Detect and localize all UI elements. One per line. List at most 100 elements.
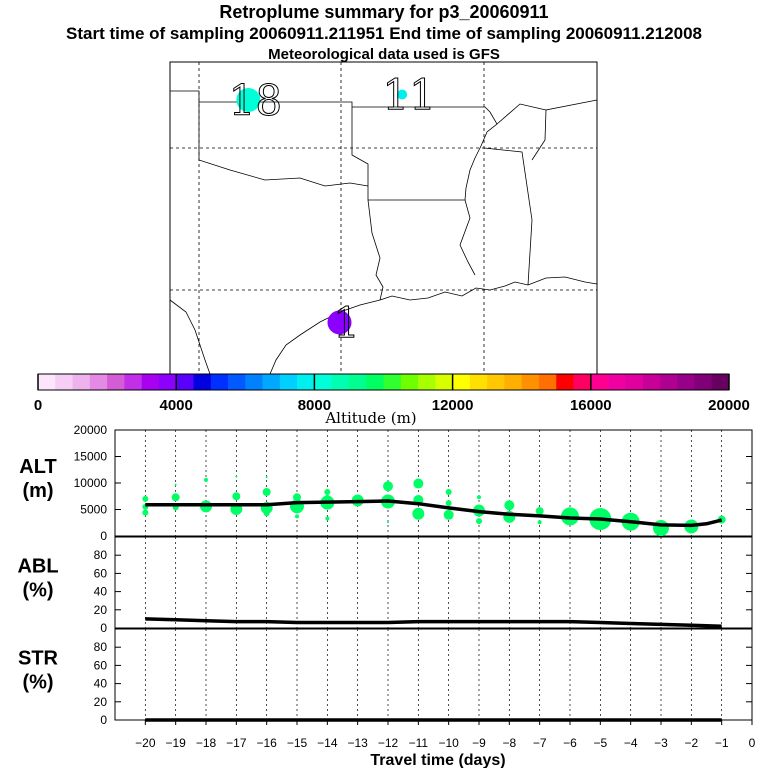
alt-scatter-point xyxy=(535,507,544,516)
colorbar-swatch xyxy=(625,374,643,390)
alt-scatter-point xyxy=(412,507,425,520)
y-tick-label: 20000 xyxy=(74,423,108,437)
map-trajectory-count: 18 xyxy=(229,76,282,125)
colorbar-swatch xyxy=(55,374,73,390)
colorbar-swatch xyxy=(314,374,332,390)
x-tick-label: −14 xyxy=(317,736,338,750)
colorbar-swatch xyxy=(38,374,56,390)
colorbar-axis-label: Altitude (m) xyxy=(324,409,416,427)
x-tick-label: −1 xyxy=(715,736,729,750)
colorbar-swatch xyxy=(89,374,108,390)
y-tick-label: 80 xyxy=(94,548,108,562)
alt-scatter-point xyxy=(142,509,149,516)
colorbar-swatch xyxy=(107,374,125,390)
alt-scatter-point xyxy=(445,500,452,507)
colorbar-swatch xyxy=(124,374,142,390)
colorbar-tick-label: 0 xyxy=(34,397,42,414)
alt-scatter-point xyxy=(476,518,482,525)
colorbar-swatch xyxy=(279,374,298,390)
colorbar-swatch xyxy=(418,374,436,390)
sampling-times: Start time of sampling 20060911.211951 E… xyxy=(66,24,702,43)
colorbar-swatch xyxy=(504,374,522,390)
alt-scatter-point xyxy=(293,493,301,502)
alt-scatter-point xyxy=(324,489,331,496)
alt-scatter-point xyxy=(413,478,424,489)
colorbar-swatch xyxy=(193,374,212,390)
map-panel: 18 111 xyxy=(169,61,598,375)
x-tick-label: −19 xyxy=(165,736,186,750)
alt-scatter-point xyxy=(232,492,241,501)
panel-ylabel: (%) xyxy=(22,672,53,694)
colorbar-swatch xyxy=(677,374,695,390)
alt-scatter-point xyxy=(295,514,299,519)
x-tick-label: −6 xyxy=(563,736,577,750)
panel-ylabel: (m) xyxy=(22,480,53,502)
colorbar-swatch xyxy=(141,374,160,390)
colorbar-swatch xyxy=(297,374,315,390)
colorbar-tick-label: 12000 xyxy=(432,397,474,414)
colorbar-swatch xyxy=(711,374,730,390)
y-tick-label: 60 xyxy=(94,658,108,672)
colorbar-swatch xyxy=(469,374,488,390)
chart-title: Retroplume summary for p3_20060911 xyxy=(219,2,549,22)
x-tick-label: 0 xyxy=(749,736,756,750)
y-tick-label: 40 xyxy=(94,585,108,599)
x-tick-label: −15 xyxy=(287,736,308,750)
map-trajectory-labels: 18 111 xyxy=(228,70,436,348)
colorbar-swatch xyxy=(452,374,471,390)
alt-scatter-point xyxy=(265,476,268,479)
alt-scatter-point xyxy=(142,495,149,502)
colorbar-tick-label: 16000 xyxy=(570,397,612,414)
map-trajectory-dot xyxy=(236,87,261,112)
alt-scatter-point xyxy=(504,500,515,511)
alt-scatter-point xyxy=(204,477,208,482)
map-trajectory-dot xyxy=(327,310,352,335)
x-tick-label: −8 xyxy=(502,736,516,750)
alt-scatter-point xyxy=(383,481,393,492)
panel-abl: 0 20 40 60 80 ABL(%) xyxy=(17,536,753,635)
colorbar-swatch xyxy=(366,374,384,390)
x-tick-label: −12 xyxy=(378,736,399,750)
colorbar-swatch xyxy=(176,374,194,390)
alt-scatter-point xyxy=(477,495,481,500)
x-tick-label: −11 xyxy=(409,736,429,750)
x-tick-label: −13 xyxy=(347,736,368,750)
map-trajectory-count: 1 xyxy=(333,298,360,347)
time-series-panels: 05000100001500020000ALT(m)020406080ABL(%… xyxy=(17,423,753,727)
x-tick-label: −17 xyxy=(226,736,247,750)
colorbar-swatch xyxy=(521,374,540,390)
colorbar-swatch xyxy=(608,374,626,390)
map-frame xyxy=(169,61,598,375)
panel-ylabel: STR xyxy=(18,648,59,670)
panel-ylabel: ALT xyxy=(19,456,56,478)
colorbar-swatch xyxy=(538,374,557,390)
colorbar-tick-label: 4000 xyxy=(160,397,193,414)
alt-scatter-point xyxy=(445,489,452,496)
colorbar-swatch xyxy=(245,374,263,390)
x-tick-label: −5 xyxy=(593,736,607,750)
colorbar-swatch xyxy=(573,374,592,390)
x-tick-label: −10 xyxy=(438,736,459,750)
y-tick-label: 60 xyxy=(94,566,108,580)
alt-scatter-point xyxy=(537,520,542,525)
x-tick-label: −16 xyxy=(256,736,277,750)
colorbar-tick-label: 8000 xyxy=(298,397,331,414)
map-boundaries xyxy=(169,90,598,375)
x-axis: −20 −19 −18 −17 −16 −15 −14 −13 −12 −11 −10 −9 −8 −7−… xyxy=(135,720,756,750)
x-tick-label: −7 xyxy=(533,736,547,750)
alt-scatter-point xyxy=(174,483,177,486)
panel-frame xyxy=(114,429,753,537)
colorbar-swatch xyxy=(262,374,281,390)
colorbar-swatch xyxy=(435,374,453,390)
y-tick-label: 5000 xyxy=(80,503,107,517)
y-tick-label: 40 xyxy=(94,677,108,691)
colorbar-swatch xyxy=(158,374,177,390)
map-trajectory-dot xyxy=(397,89,408,100)
met-data-note: Meteorological data used is GFS xyxy=(268,46,500,63)
alt-scatter-point xyxy=(325,516,330,521)
colorbar-swatch xyxy=(659,374,678,390)
colorbar-swatch xyxy=(642,374,661,390)
alt-line xyxy=(145,499,723,528)
panel-ylabel: (%) xyxy=(22,580,53,602)
y-tick-label: 80 xyxy=(94,640,108,654)
